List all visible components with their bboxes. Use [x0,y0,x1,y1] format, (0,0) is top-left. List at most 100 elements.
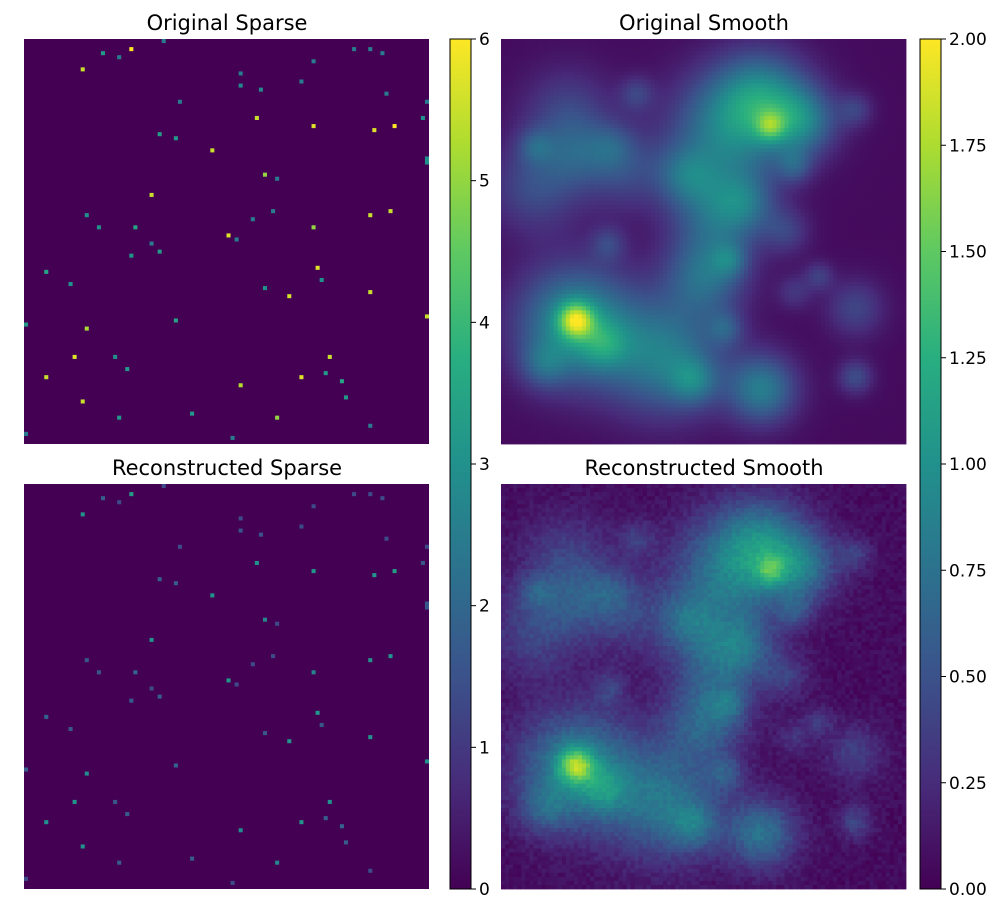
heatmap-cell [537,67,542,72]
heatmap-point [299,375,304,380]
heatmap-cell [901,192,907,198]
heatmap-cell [796,184,802,190]
heatmap-cell [861,213,866,218]
heatmap-cell [808,103,814,109]
heatmap-cell [614,156,619,161]
heatmap-cell [577,180,583,186]
heatmap-cell [557,95,563,101]
heatmap-cell [744,160,749,165]
heatmap-cell [841,120,846,125]
heatmap-cell [752,132,757,137]
heatmap-cell [865,144,870,149]
heatmap-cell [764,39,769,44]
heatmap-cell [768,71,773,76]
heatmap-cell [582,39,587,44]
heatmap-cell [610,172,615,178]
heatmap-cell [897,164,903,169]
heatmap-cell [626,136,631,141]
heatmap-cell [663,148,668,153]
heatmap-cell [869,144,874,149]
heatmap-cell [687,144,692,149]
heatmap-cell [569,192,575,198]
heatmap-cell [768,59,773,64]
heatmap-cell [606,221,611,226]
heatmap-cell [663,176,668,182]
heatmap-cell [610,176,615,182]
heatmap-cell [594,221,599,226]
heatmap-cell [808,225,814,230]
heatmap-cell [901,176,907,182]
heatmap-cell [776,87,781,93]
heatmap-cell [744,201,749,206]
heatmap-cell [622,168,627,174]
heatmap-cell [780,217,785,222]
heatmap-cell [630,39,636,44]
heatmap-cell [695,59,700,64]
heatmap-cell [606,201,611,206]
heatmap-cell [792,124,798,129]
heatmap-cell [549,209,555,214]
heatmap-cell [577,188,583,194]
heatmap-cell [735,205,741,210]
heatmap-cell [671,140,676,145]
heatmap-cell [654,233,660,238]
heatmap-cell [622,160,627,165]
heatmap-cell [679,124,684,129]
heatmap-cell [829,168,834,174]
heatmap-cell [553,75,559,80]
heatmap-cell [849,140,854,145]
heatmap-cell [687,221,692,226]
heatmap-cell [614,152,619,157]
heatmap-cell [614,79,619,84]
heatmap-cell [833,168,838,174]
heatmap-cell [598,152,603,157]
heatmap-cell [808,87,814,93]
heatmap-cell [837,83,842,88]
heatmap-cell [650,51,656,56]
heatmap-point [80,399,85,404]
heatmap-cell [663,115,668,121]
heatmap-cell [861,132,866,137]
heatmap-cell [808,107,814,113]
heatmap-cell [845,128,850,133]
heatmap-cell [618,128,623,133]
heatmap-cell [565,103,571,109]
heatmap-cell [812,233,818,238]
heatmap-cell [784,152,789,157]
heatmap-cell [857,124,862,129]
heatmap-cell [529,201,534,206]
heatmap-cell [606,152,611,157]
heatmap-cell [820,152,826,157]
heatmap-cell [561,229,567,234]
heatmap-cell [529,71,534,76]
heatmap-cell [699,176,704,182]
heatmap-cell [735,120,741,125]
heatmap-cell [525,176,530,182]
heatmap-cell [573,79,579,84]
heatmap-cell [784,209,789,214]
heatmap-cell [877,128,883,133]
heatmap-cell [505,87,510,93]
heatmap-cell [667,168,672,174]
heatmap-cell [833,75,838,80]
heatmap-cell [841,213,846,218]
heatmap-cell [772,107,777,113]
heatmap-cell [748,225,753,230]
heatmap-cell [877,132,883,137]
heatmap-cell [505,201,510,206]
heatmap-cell [646,176,652,182]
heatmap-cell [501,67,506,72]
heatmap-cell [711,59,717,64]
heatmap-cell [537,132,542,137]
heatmap-cell [586,205,591,210]
heatmap-cell [573,148,579,153]
heatmap-cell [731,156,737,161]
heatmap-cell [537,144,542,149]
heatmap-cell [513,140,518,145]
heatmap-cell [513,176,518,182]
heatmap-cell [784,184,789,190]
heatmap-cell [739,233,745,238]
heatmap-cell [752,196,757,202]
heatmap-cell [881,120,887,125]
heatmap-cell [715,67,721,72]
